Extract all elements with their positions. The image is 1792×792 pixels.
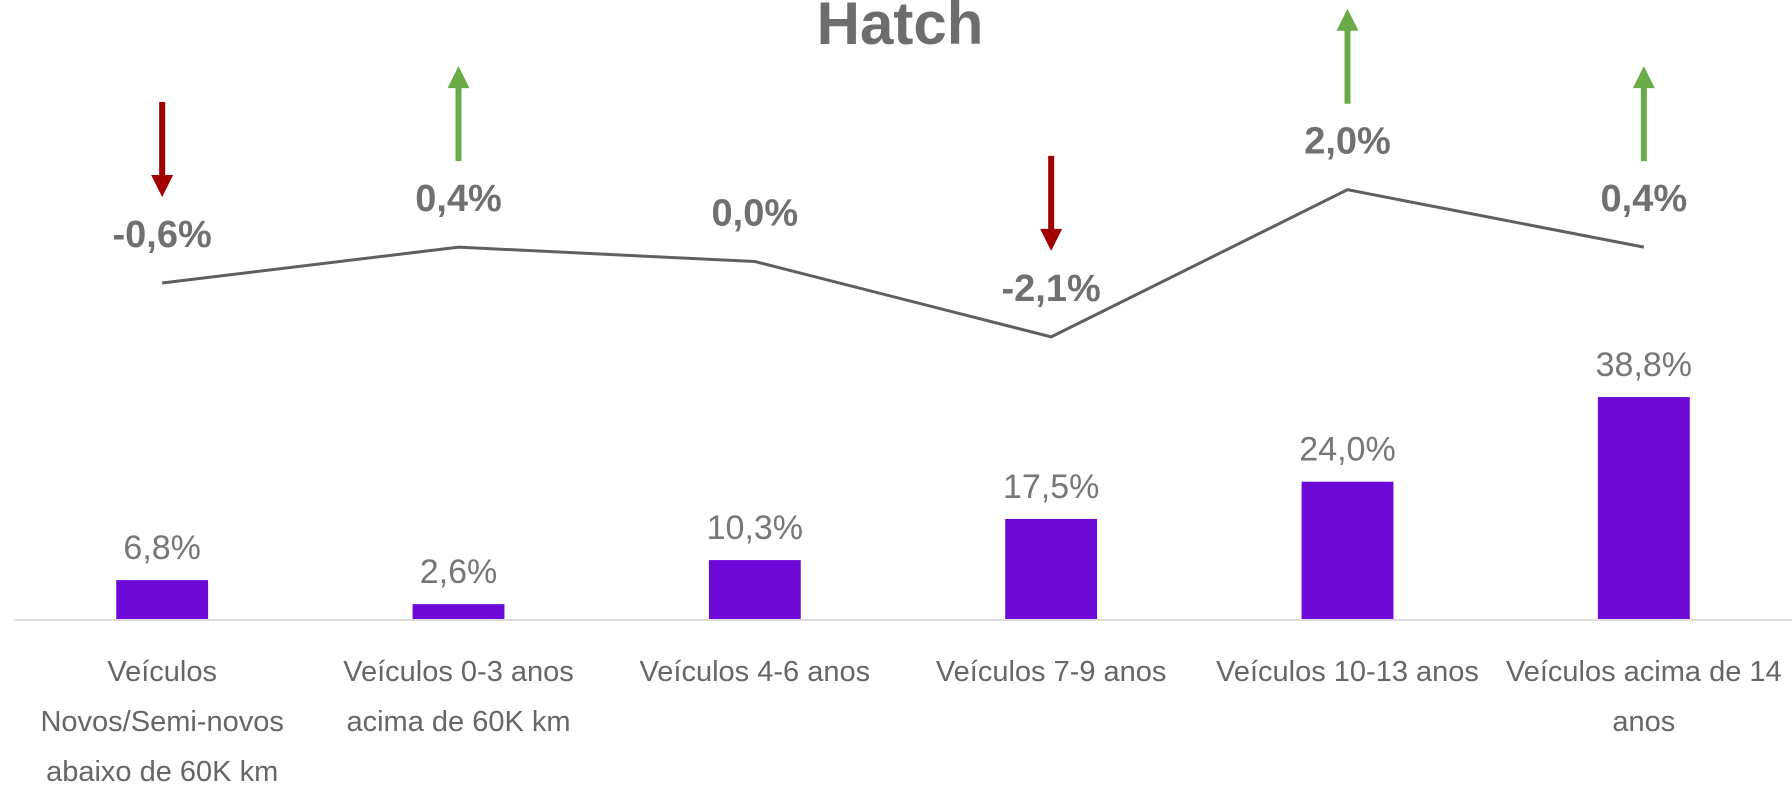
line bbox=[161, 188, 1645, 339]
bar-value-label: 10,3% bbox=[707, 509, 803, 547]
bar bbox=[708, 560, 801, 619]
arrow-part bbox=[447, 66, 470, 89]
arrow-part bbox=[1632, 66, 1655, 89]
up-arrow bbox=[447, 66, 470, 162]
line-value-label: -0,6% bbox=[113, 214, 212, 256]
bar-value-label: 38,8% bbox=[1596, 346, 1692, 384]
x-tick-label: Veículos 10-13 anos bbox=[1216, 656, 1479, 688]
bar bbox=[1005, 518, 1098, 619]
bar-value-label: 24,0% bbox=[1299, 431, 1395, 469]
bar bbox=[116, 580, 209, 619]
down-arrow bbox=[151, 102, 174, 198]
x-tick-label: Veículos 4-6 anos bbox=[640, 656, 871, 688]
up-arrow bbox=[1336, 8, 1359, 104]
arrow-part bbox=[151, 175, 174, 198]
chart-title: Hatch bbox=[817, 0, 984, 57]
x-tick-label: Veículos 0-3 anos acima de 60K km bbox=[343, 656, 574, 738]
bar-value-label: 2,6% bbox=[420, 553, 498, 591]
bar-value-label: 17,5% bbox=[1003, 468, 1099, 506]
bar-value-label: 6,8% bbox=[123, 529, 201, 567]
line-value-label: -2,1% bbox=[1002, 268, 1101, 310]
x-tick-label: Veículos acima de 14 anos bbox=[1506, 656, 1782, 738]
line-value-label: 2,0% bbox=[1304, 121, 1391, 163]
line-value-label: 0,0% bbox=[712, 193, 799, 235]
up-arrow bbox=[1632, 66, 1655, 162]
bar bbox=[412, 604, 505, 619]
arrow-part bbox=[1336, 8, 1359, 31]
x-tick-label: Veículos 7-9 anos bbox=[936, 656, 1167, 688]
down-arrow bbox=[1040, 155, 1063, 251]
bar bbox=[1301, 481, 1394, 619]
bar bbox=[1597, 397, 1690, 619]
line-value-label: 0,4% bbox=[415, 178, 502, 220]
line-value-label: 0,4% bbox=[1601, 178, 1688, 220]
arrow-part bbox=[1040, 228, 1063, 251]
x-tick-label: Veículos Novos/Semi-novos abaixo de 60K km bbox=[40, 656, 283, 788]
